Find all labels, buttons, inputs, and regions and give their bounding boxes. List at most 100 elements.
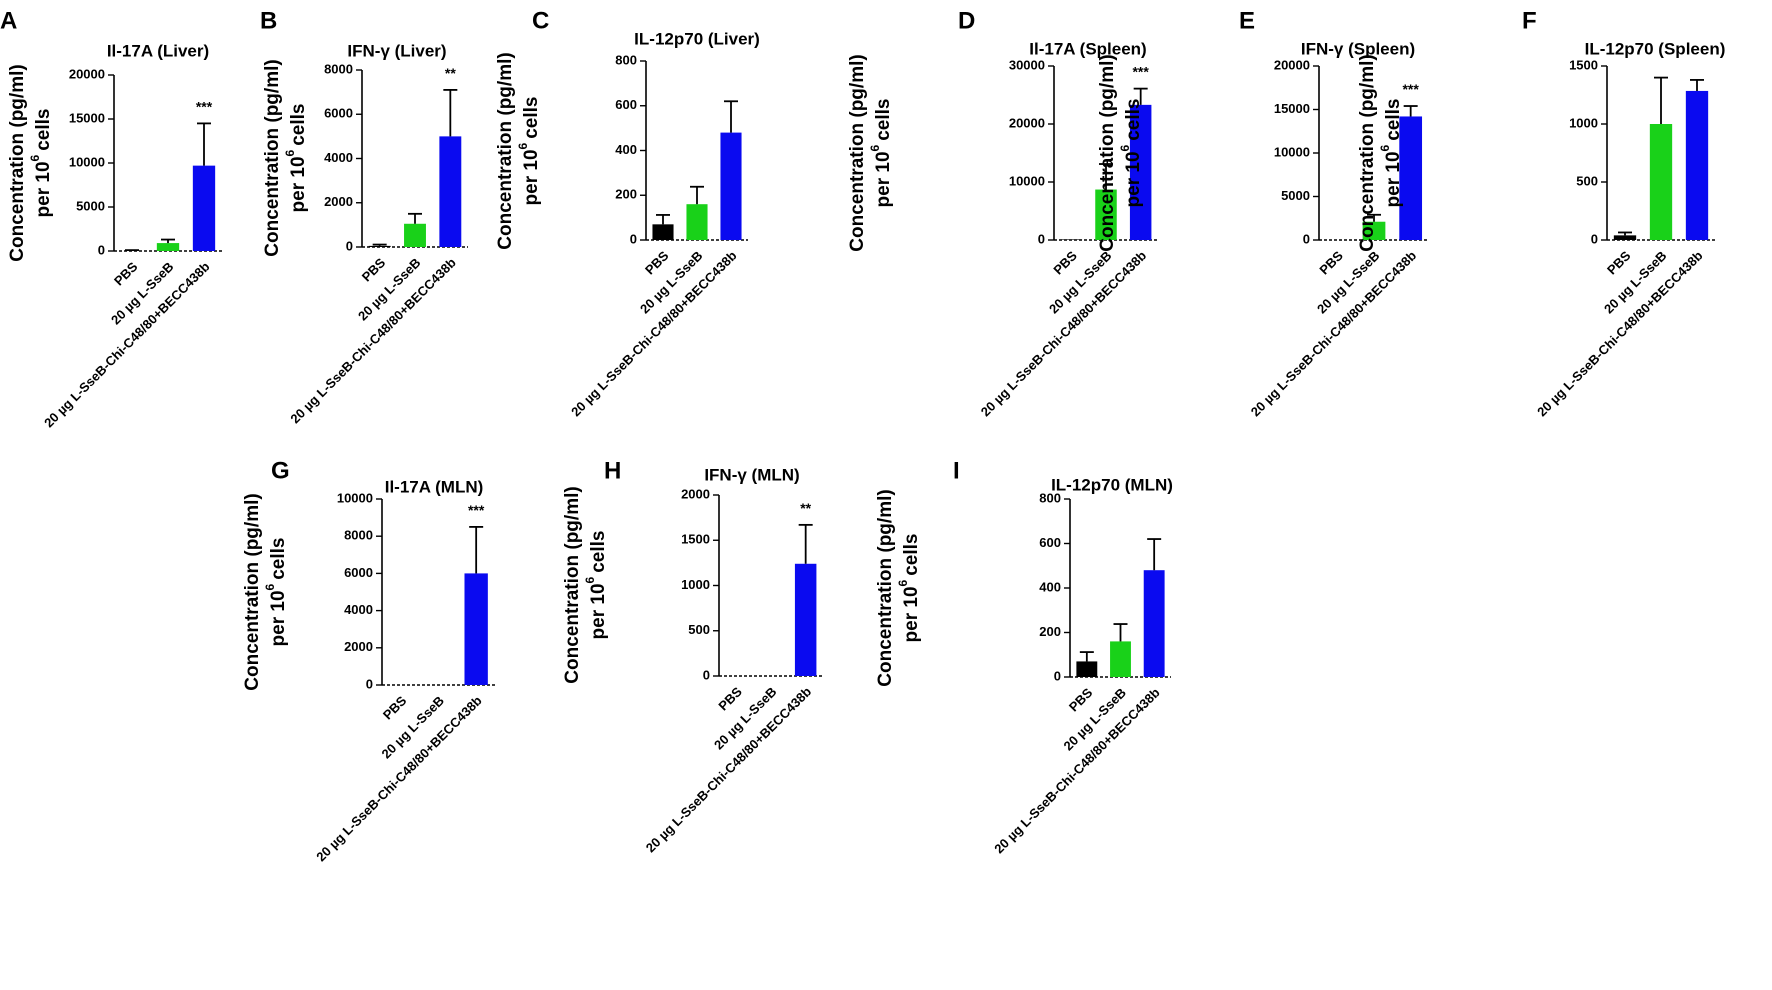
panel-h: H IFN-γ (MLN) Concentration (pg/ml) per 106… — [562, 457, 823, 855]
panel-g: G Il-17A (MLN) Concentration (pg/ml) per 10… — [242, 457, 495, 864]
y-tick-label: 20000 — [69, 66, 105, 81]
y-axis-label-cells: cells — [521, 97, 542, 139]
panel-b: B IFN-γ (Liver) Concentration (pg/ml) per 1… — [260, 7, 468, 426]
y-tick-label: 1000 — [1569, 115, 1598, 130]
x-category-label: PBS — [380, 693, 410, 723]
y-axis-label-per: per 10 — [268, 590, 289, 646]
y-axis-label-line1: Concentration (pg/ml) — [495, 52, 516, 249]
y-axis-label-line1: Concentration (pg/ml) — [562, 486, 583, 683]
panel-letter: E — [1239, 7, 1255, 34]
panel-letter: A — [0, 7, 17, 34]
y-tick-label: 0 — [1038, 231, 1045, 246]
bar-l-sseb — [1649, 124, 1673, 240]
y-axis-label-line2: per 106 cells — [868, 99, 894, 208]
y-tick-label: 0 — [1054, 668, 1061, 683]
bar-l-sseb — [686, 204, 708, 240]
y-tick-label: 8000 — [344, 528, 373, 543]
bar-l-sseb-chi-c48-80-becc438b — [1143, 570, 1165, 677]
significance-marker: *** — [1402, 81, 1419, 97]
panel-letter: G — [271, 457, 290, 484]
y-tick-label: 500 — [688, 622, 710, 637]
x-category-label: 20 µg L-SseB-Chi-C48/80+BECC438b — [287, 255, 459, 427]
bar-l-sseb — [156, 243, 180, 251]
y-tick-label: 0 — [366, 676, 373, 691]
bar-l-sseb-chi-c48-80-becc438b — [720, 132, 742, 240]
y-axis-label-cells: cells — [873, 99, 894, 141]
y-tick-label: 1500 — [681, 532, 710, 547]
y-axis-label-exponent: 6 — [868, 144, 882, 151]
x-category-label: PBS — [1604, 248, 1634, 278]
y-axis-label-line1: Concentration (pg/ml) — [242, 493, 263, 690]
y-tick-label: 1000 — [681, 577, 710, 592]
y-tick-label: 800 — [615, 52, 637, 67]
significance-marker: ** — [800, 500, 811, 516]
significance-marker: *** — [1132, 64, 1149, 80]
x-category-label: 20 µg L-SseB-Chi-C48/80+BECC438b — [1248, 248, 1420, 420]
panel-a: A Il-17A (Liver) Concentration (pg/ml) per … — [0, 7, 222, 430]
x-category-label: PBS — [715, 684, 745, 714]
y-axis-label-exponent: 6 — [516, 142, 530, 149]
x-category-label: 20 µg L-SseB-Chi-C48/80+BECC438b — [1534, 248, 1706, 420]
y-axis-label: Concentration (pg/ml) per 106 cells — [562, 486, 609, 683]
y-tick-label: 10000 — [337, 490, 373, 505]
y-axis-label: Concentration (pg/ml) per 106 cells — [1097, 54, 1144, 251]
y-axis-label: Concentration (pg/ml) per 106 cells — [242, 493, 289, 690]
panel-title: IFN-γ (Spleen) — [1301, 39, 1415, 58]
panel-letter: C — [532, 7, 549, 34]
y-axis-label-per: per 10 — [588, 583, 609, 639]
y-axis-label-line2: per 106 cells — [28, 109, 54, 218]
y-axis-label-line1: Concentration (pg/ml) — [7, 64, 28, 261]
y-axis-label-per: per 10 — [873, 151, 894, 207]
y-tick-label: 500 — [1576, 173, 1598, 188]
y-axis-label-per: per 10 — [1383, 151, 1404, 207]
panel-letter: I — [953, 457, 960, 484]
panel-title: Il-17A (Spleen) — [1029, 39, 1146, 58]
y-axis-label-per: per 10 — [901, 586, 922, 642]
y-axis-label-exponent: 6 — [1378, 144, 1392, 151]
panel-i: I IL-12p70 (MLN) Concentration (pg/ml) per … — [875, 457, 1173, 856]
y-axis-label-cells: cells — [901, 534, 922, 576]
y-axis-label-line1: Concentration (pg/ml) — [1097, 54, 1118, 251]
y-tick-label: 800 — [1039, 490, 1061, 505]
y-axis-label-line2: per 106 cells — [896, 534, 922, 643]
y-axis-label-line1: Concentration (pg/ml) — [1357, 54, 1378, 251]
y-tick-label: 10000 — [69, 154, 105, 169]
y-tick-label: 0 — [1591, 231, 1598, 246]
bar-l-sseb — [404, 223, 426, 247]
y-tick-label: 4000 — [344, 602, 373, 617]
y-axis-label-exponent: 6 — [1118, 144, 1132, 151]
x-category-label: PBS — [1316, 248, 1346, 278]
y-axis-label-per: per 10 — [288, 156, 309, 212]
y-axis-label-line2: per 106 cells — [1118, 99, 1144, 208]
y-tick-label: 10000 — [1274, 144, 1310, 159]
y-axis-label-per: per 10 — [1123, 151, 1144, 207]
y-axis-label-line1: Concentration (pg/ml) — [847, 54, 868, 251]
y-tick-label: 600 — [615, 97, 637, 112]
panel-c: C IL-12p70 (Liver) Concentration (pg/ml) pe… — [495, 7, 760, 419]
x-category-label: PBS — [111, 259, 141, 289]
panel-title: IFN-γ (MLN) — [704, 465, 799, 484]
y-axis-label-exponent: 6 — [263, 583, 277, 590]
y-axis-label-line2: per 106 cells — [283, 104, 309, 213]
y-tick-label: 0 — [1303, 231, 1310, 246]
y-axis-label-cells: cells — [588, 531, 609, 573]
y-tick-label: 2000 — [324, 194, 353, 209]
y-tick-label: 400 — [615, 142, 637, 157]
y-axis-label-line2: per 106 cells — [516, 97, 542, 206]
panel-title: IL-12p70 (MLN) — [1051, 475, 1173, 494]
y-axis-label-cells: cells — [268, 538, 289, 580]
bar-l-sseb-chi-c48-80-becc438b — [794, 563, 817, 676]
panel-title: IFN-γ (Liver) — [347, 41, 446, 60]
y-tick-label: 2000 — [344, 639, 373, 654]
x-category-label: 20 µg L-SseB-Chi-C48/80+BECC438b — [41, 259, 213, 431]
y-tick-label: 15000 — [69, 110, 105, 125]
panel-letter: D — [958, 7, 975, 34]
bar-pbs — [652, 224, 674, 240]
y-axis-label-per: per 10 — [521, 149, 542, 205]
y-tick-label: 0 — [630, 231, 637, 246]
y-tick-label: 0 — [703, 667, 710, 682]
significance-marker: *** — [196, 98, 213, 114]
y-tick-label: 400 — [1039, 579, 1061, 594]
x-category-label: 20 µg L-SseB-Chi-C48/80+BECC438b — [313, 693, 485, 865]
y-axis-label: Concentration (pg/ml) per 106 cells — [847, 54, 894, 251]
